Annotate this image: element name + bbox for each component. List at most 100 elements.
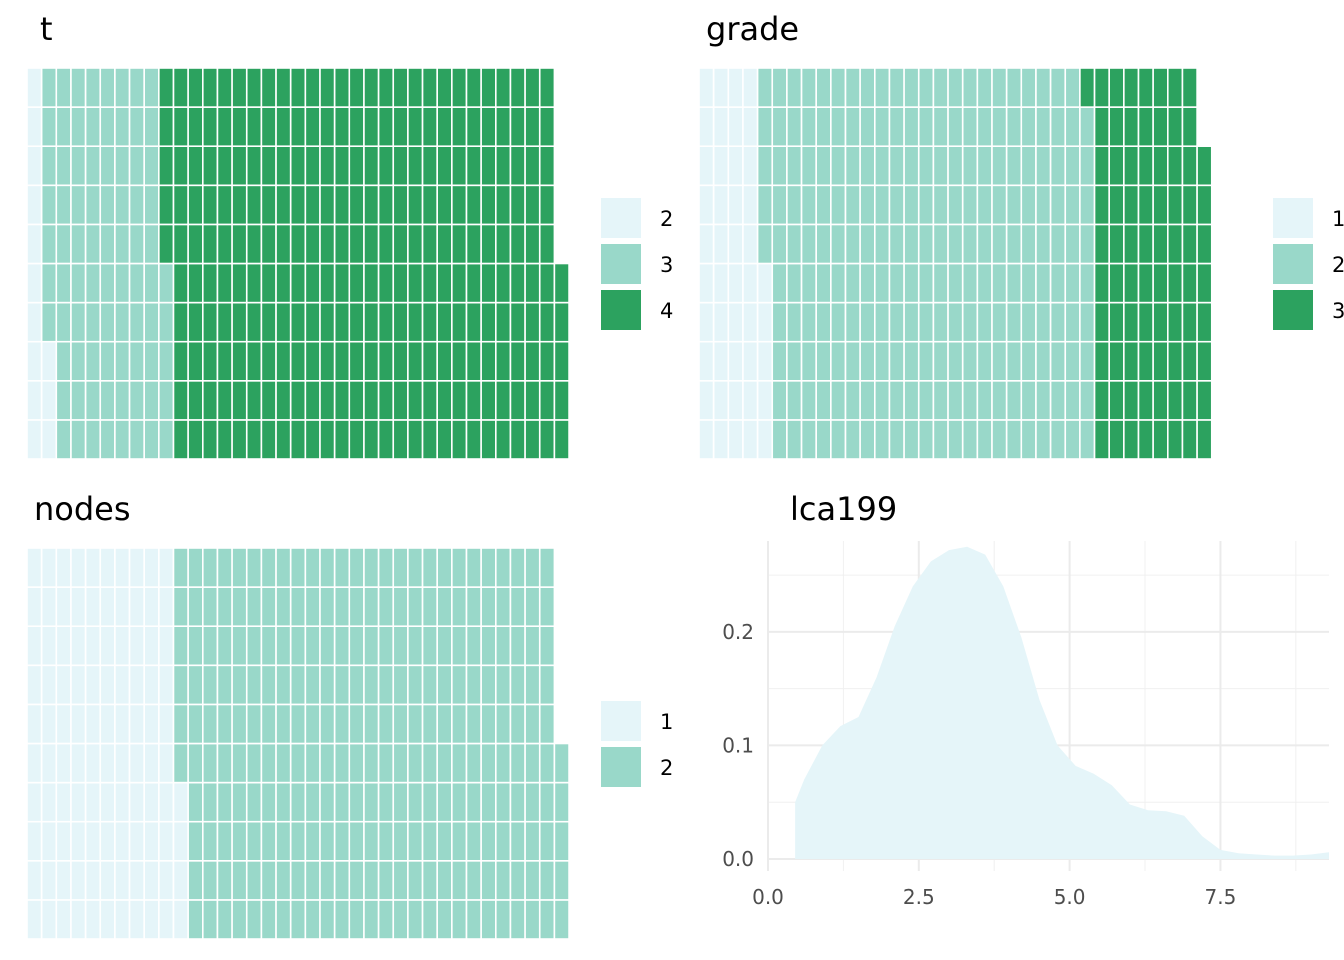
waffle-cell-4 <box>187 145 204 187</box>
waffle-cell-2 <box>888 340 905 382</box>
waffle-cell-2 <box>1005 419 1023 460</box>
waffle-cell-4 <box>231 106 248 147</box>
waffle-cell-2 <box>961 106 979 147</box>
waffle-cell-4 <box>231 145 248 187</box>
legend-label-2: 2 <box>660 756 673 780</box>
waffle-cell-2 <box>873 301 891 343</box>
waffle-cell-2 <box>961 262 979 304</box>
waffle-cell-4 <box>245 67 263 108</box>
waffle-cell-2 <box>289 742 307 784</box>
waffle-cell-4 <box>465 106 482 147</box>
waffle-cell-3 <box>1196 145 1213 187</box>
waffle-cell-2 <box>1020 184 1037 226</box>
waffle-cell-4 <box>275 340 292 382</box>
waffle-cell-2 <box>991 301 1008 343</box>
waffle-cell-2 <box>509 781 526 823</box>
waffle-cell-2 <box>216 703 233 745</box>
waffle-cell-4 <box>202 419 219 460</box>
waffle-cell-4 <box>421 184 438 226</box>
waffle-cell-2 <box>245 742 263 784</box>
waffle-cell-2 <box>786 262 803 304</box>
waffle-cell-3 <box>84 145 102 187</box>
waffle-cell-1 <box>84 859 102 901</box>
waffle-cell-2 <box>903 379 920 421</box>
waffle-cell-2 <box>319 859 336 901</box>
waffle-cell-4 <box>348 223 365 265</box>
waffle-cell-2 <box>392 781 409 823</box>
waffle-cell-1 <box>143 625 160 667</box>
waffle-cell-2 <box>392 859 409 901</box>
waffle-cell-1 <box>727 67 744 108</box>
waffle-cell-1 <box>40 586 58 627</box>
waffle-cell-2 <box>275 742 292 784</box>
waffle-cell-4 <box>333 419 351 460</box>
waffle-cell-2 <box>260 781 277 823</box>
waffle-cell-2 <box>844 262 861 304</box>
waffle-cell-3 <box>55 67 72 108</box>
waffle-cell-3 <box>55 379 72 421</box>
legend-key-2 <box>1273 244 1313 284</box>
waffle-cell-4 <box>319 379 336 421</box>
waffle-cell-1 <box>55 547 72 588</box>
legend-label-2: 2 <box>660 207 673 231</box>
waffle-cell-2 <box>451 547 468 588</box>
waffle-cell-2 <box>976 379 993 421</box>
waffle-cell-2 <box>961 145 979 187</box>
waffle-cell-2 <box>756 106 774 147</box>
waffle-cell-1 <box>712 379 730 421</box>
waffle-cell-4 <box>245 301 263 343</box>
waffle-cell-4 <box>407 223 424 265</box>
waffle-cell-3 <box>84 262 102 304</box>
waffle-cell-2 <box>392 820 409 862</box>
waffle-cell-4 <box>392 67 409 108</box>
waffle-cell-4 <box>187 184 204 226</box>
waffle-cell-3 <box>1108 340 1125 382</box>
waffle-cell-2 <box>771 340 788 382</box>
waffle-cell-3 <box>55 262 72 304</box>
waffle-cell-4 <box>202 67 219 108</box>
waffle-cell-4 <box>524 184 541 226</box>
waffle-cell-2 <box>538 664 556 706</box>
waffle-cell-2 <box>756 184 774 226</box>
waffle-cell-2 <box>494 625 512 667</box>
waffle-cell-4 <box>289 301 307 343</box>
waffle-cell-3 <box>1152 301 1169 343</box>
waffle-cell-2 <box>304 703 321 745</box>
waffle-cell-2 <box>815 184 832 226</box>
waffle-cell-1 <box>172 820 189 862</box>
waffle-cell-2 <box>771 379 788 421</box>
waffle-cell-2 <box>524 703 541 745</box>
waffle-cell-4 <box>377 262 395 304</box>
waffle-cell-3 <box>1093 223 1111 265</box>
waffle-cell-4 <box>216 262 233 304</box>
waffle-cell-2 <box>231 703 248 745</box>
waffle-cell-2 <box>844 106 861 147</box>
waffle-cell-2 <box>231 899 248 940</box>
waffle-cell-2 <box>451 664 468 706</box>
waffle-cell-1 <box>26 859 43 901</box>
waffle-cell-4 <box>465 145 482 187</box>
waffle-cell-4 <box>304 419 321 460</box>
waffle-cell-2 <box>991 106 1008 147</box>
waffle-cell-2 <box>260 899 277 940</box>
waffle-cell-3 <box>128 419 146 460</box>
waffle-cell-2 <box>903 67 920 108</box>
waffle-cell-4 <box>304 262 321 304</box>
legend-key-1 <box>1273 198 1313 238</box>
waffle-cell-2 <box>333 859 351 901</box>
waffle-cell-2 <box>289 625 307 667</box>
waffle-cell-3 <box>40 67 58 108</box>
waffle-cell-4 <box>480 67 497 108</box>
waffle-cell-1 <box>143 586 160 627</box>
waffle-cell-4 <box>348 340 365 382</box>
waffle-cell-2 <box>377 664 395 706</box>
waffle-cell-2 <box>903 145 920 187</box>
waffle-cell-2 <box>304 586 321 627</box>
waffle-cell-3 <box>143 379 160 421</box>
waffle-cell-4 <box>465 301 482 343</box>
waffle-cell-3 <box>114 419 131 460</box>
waffle-cell-4 <box>480 301 497 343</box>
waffle-cell-2 <box>465 703 482 745</box>
waffle-cell-2 <box>932 262 949 304</box>
waffle-cell-4 <box>451 184 468 226</box>
